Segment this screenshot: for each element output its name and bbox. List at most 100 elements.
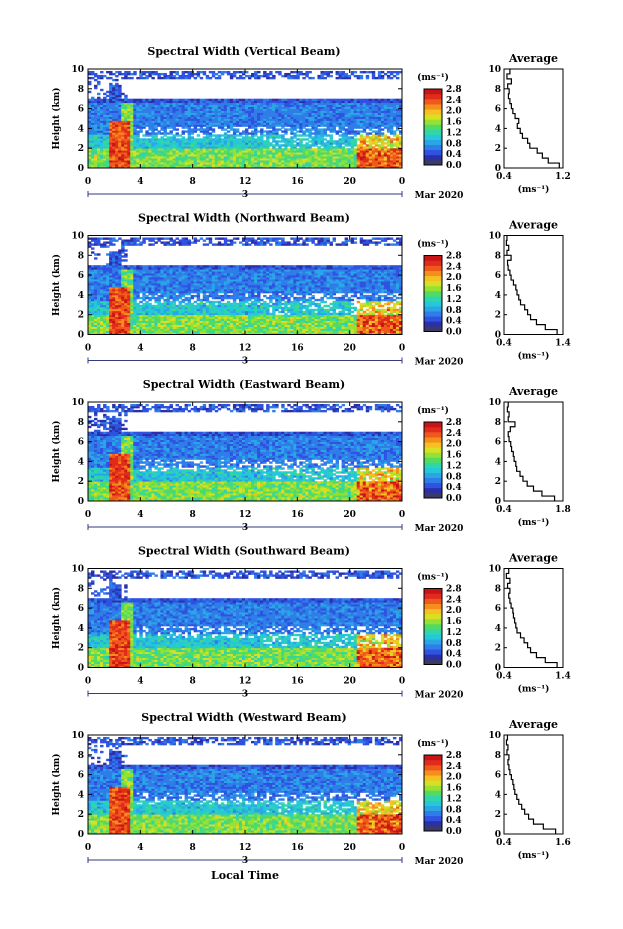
heatmap-cell: [163, 152, 167, 155]
heatmap-cell: [284, 146, 288, 149]
heatmap-cell: [88, 158, 92, 161]
heatmap-cell: [314, 124, 318, 127]
heatmap-cell: [151, 72, 155, 76]
heatmap-cell: [154, 134, 158, 137]
heatmap-cell: [260, 162, 264, 165]
heatmap-cell: [103, 112, 107, 115]
heatmap-cell: [302, 110, 306, 113]
heatmap-cell: [220, 106, 225, 109]
heatmap-cell: [127, 128, 131, 131]
heatmap-cell: [112, 150, 116, 153]
heatmap-cell: [208, 106, 213, 109]
heatmap-cell: [232, 114, 237, 117]
heatmap-cell: [139, 116, 143, 119]
heatmap-cell: [251, 166, 255, 169]
heatmap-cell: [88, 106, 92, 109]
heatmap-cell: [205, 106, 210, 109]
heatmap-cell: [275, 108, 279, 111]
heatmap-cell: [163, 265, 167, 268]
heatmap-cell: [118, 98, 122, 102]
heatmap-cell: [157, 142, 161, 145]
heatmap-cell: [269, 76, 273, 80]
heatmap-cell: [100, 106, 104, 109]
heatmap-cell: [97, 108, 101, 111]
heatmap-cell: [269, 112, 273, 115]
heatmap-cell: [124, 128, 128, 131]
x-tick-label: 4: [137, 177, 143, 187]
heatmap-cell: [235, 166, 240, 169]
heatmap-cell: [154, 116, 158, 119]
heatmap-cell: [130, 265, 134, 268]
heatmap-cell: [127, 132, 131, 135]
heatmap-cell: [145, 140, 149, 143]
heatmap-cell: [220, 72, 225, 76]
heatmap-cell: [172, 156, 176, 159]
heatmap-cell: [299, 130, 303, 133]
heatmap-cell: [329, 98, 333, 102]
heatmap-cell: [362, 98, 367, 102]
heatmap-cell: [103, 114, 107, 117]
heatmap-cell: [163, 104, 167, 108]
heatmap-cell: [88, 76, 92, 80]
heatmap-cell: [229, 124, 234, 127]
heatmap-cell: [190, 142, 195, 145]
heatmap-cell: [193, 142, 198, 145]
heatmap-cell: [106, 110, 110, 113]
heatmap-cell: [187, 106, 192, 109]
heatmap-cell: [305, 166, 309, 169]
heatmap-cell: [251, 104, 255, 108]
heatmap-cell: [281, 162, 285, 165]
heatmap-cell: [314, 148, 318, 151]
heatmap-cell: [118, 142, 122, 145]
heatmap-cell: [254, 150, 258, 153]
heatmap-cell: [157, 72, 161, 76]
heatmap-cell: [226, 118, 231, 121]
heatmap-cell: [344, 148, 349, 151]
heatmap-cell: [235, 102, 240, 106]
heatmap-cell: [112, 118, 116, 121]
heatmap-cell: [278, 152, 282, 155]
heatmap-cell: [100, 114, 104, 117]
heatmap-cell: [266, 98, 270, 102]
heatmap-cell: [154, 304, 158, 308]
heatmap-cell: [211, 128, 216, 131]
heatmap-cell: [260, 148, 264, 151]
heatmap-cell: [157, 294, 161, 298]
heatmap-cell: [287, 108, 291, 111]
heatmap-cell: [148, 144, 152, 147]
heatmap-cell: [245, 120, 249, 123]
heatmap-cell: [127, 134, 131, 137]
heatmap-cell: [157, 118, 161, 121]
heatmap-cell: [130, 158, 134, 161]
heatmap-cell: [245, 130, 249, 133]
heatmap-cell: [175, 140, 179, 143]
heatmap-cell: [290, 150, 294, 153]
heatmap-cell: [305, 72, 309, 76]
heatmap-cell: [142, 166, 146, 169]
heatmap-cell: [121, 114, 125, 117]
heatmap-cell: [293, 136, 297, 139]
heatmap-cell: [88, 140, 92, 143]
heatmap-cell: [299, 154, 303, 157]
heatmap-cell: [323, 114, 327, 117]
heatmap-cell: [112, 98, 116, 102]
heatmap-cell: [232, 110, 237, 113]
heatmap-cell: [139, 265, 143, 268]
heatmap-cell: [166, 76, 170, 80]
heatmap-cell: [260, 166, 264, 169]
heatmap-cell: [106, 130, 110, 133]
heatmap-cell: [196, 142, 201, 145]
heatmap-cell: [160, 108, 164, 111]
heatmap-cell: [371, 130, 376, 133]
heatmap-cell: [293, 114, 297, 117]
heatmap-cell: [281, 120, 285, 123]
heatmap-cell: [251, 122, 255, 125]
heatmap-cell: [106, 126, 110, 129]
heatmap-cell: [184, 124, 189, 127]
heatmap-cell: [320, 116, 324, 119]
heatmap-cell: [163, 118, 167, 121]
heatmap-cell: [229, 146, 234, 149]
heatmap-cell: [184, 140, 189, 143]
heatmap-cell: [118, 166, 122, 169]
heatmap-cell: [245, 136, 249, 139]
